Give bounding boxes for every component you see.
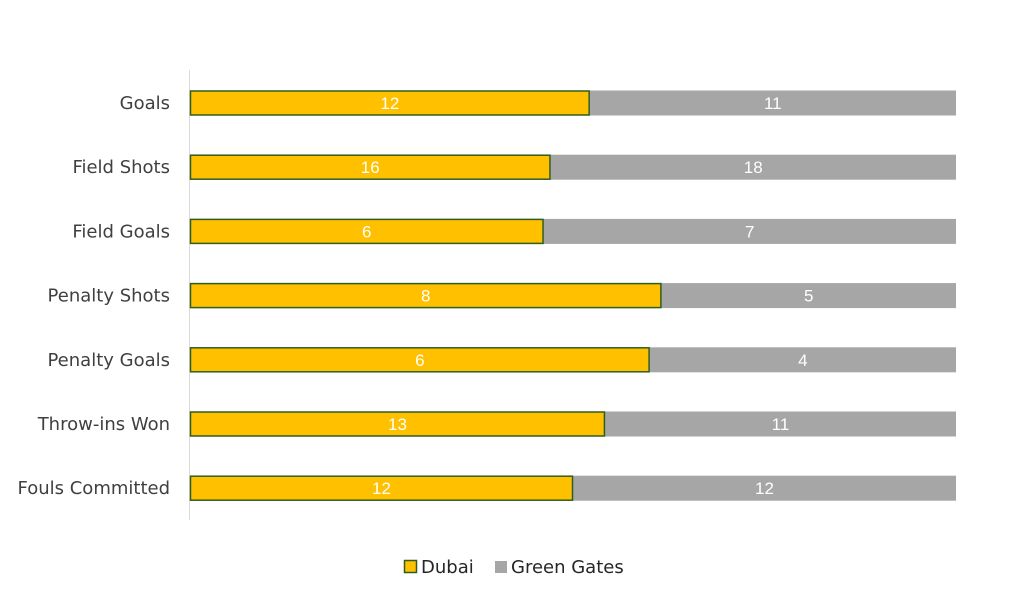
bar-green-gates-field-shots [550, 154, 956, 180]
data-label-dubai-goals: 12 [380, 94, 399, 113]
category-label-penalty-shots: Penalty Shots [48, 286, 170, 307]
legend-swatch-green-gates [495, 561, 507, 573]
data-label-dubai-throw-ins-won: 13 [388, 415, 407, 434]
data-label-dubai-penalty-goals: 6 [415, 351, 424, 370]
data-label-green-gates-fouls-committed: 12 [755, 479, 774, 498]
legend-swatch-dubai [403, 559, 418, 574]
bar-dubai-penalty-goals [189, 347, 650, 373]
data-label-dubai-penalty-shots: 8 [421, 287, 430, 306]
bar-green-gates-throw-ins-won [604, 411, 956, 437]
data-label-green-gates-penalty-shots: 5 [804, 287, 813, 306]
category-label-penalty-goals: Penalty Goals [47, 350, 170, 371]
bar-green-gates-fouls-committed [573, 475, 956, 501]
bar-dubai-fouls-committed [189, 475, 574, 501]
data-label-green-gates-field-goals: 7 [745, 222, 754, 241]
bar-dubai-throw-ins-won [189, 411, 606, 437]
bar-green-gates-field-goals [543, 218, 956, 244]
category-label-field-goals: Field Goals [72, 221, 170, 242]
legend-label-dubai: Dubai [421, 557, 474, 578]
data-label-green-gates-throw-ins-won: 11 [772, 415, 790, 434]
category-labels-group: Goals Field Shots Field Goals Penalty Shots… [18, 93, 171, 499]
bar-dubai-field-shots [189, 154, 551, 180]
data-label-dubai-fouls-committed: 12 [372, 479, 391, 498]
bar-dubai-goals [189, 90, 590, 116]
bar-green-gates-penalty-shots [661, 283, 956, 309]
bar-dubai-field-goals [189, 218, 544, 245]
legend-label-green-gates: Green Gates [511, 557, 624, 578]
legend: Dubai Green Gates [403, 557, 624, 578]
bar-green-gates-penalty-goals [649, 347, 956, 373]
data-label-green-gates-field-shots: 18 [744, 158, 763, 177]
category-label-field-shots: Field Shots [72, 157, 170, 178]
bar-green-gates-goals [589, 90, 956, 116]
category-label-throw-ins-won: Throw-ins Won [37, 414, 170, 435]
bars-group: 12 11 16 18 6 7 8 5 6 4 13 11 12 12 [189, 90, 956, 501]
category-label-goals: Goals [120, 93, 170, 114]
data-label-green-gates-goals: 11 [764, 94, 782, 113]
data-label-dubai-field-goals: 6 [362, 222, 371, 241]
data-label-dubai-field-shots: 16 [361, 158, 380, 177]
category-label-fouls-committed: Fouls Committed [18, 478, 171, 499]
bar-dubai-penalty-shots [189, 282, 662, 309]
data-label-green-gates-penalty-goals: 4 [798, 351, 807, 370]
